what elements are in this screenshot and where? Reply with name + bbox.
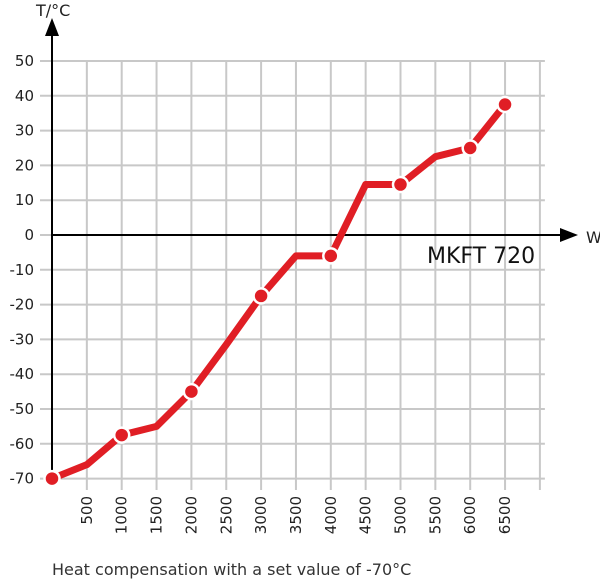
y-axis-arrow-icon [45, 18, 59, 36]
y-tick-label: 10 [15, 191, 34, 209]
y-tick-label: -30 [10, 330, 35, 348]
y-tick-label: 30 [15, 122, 34, 140]
x-tick-label: 4000 [322, 496, 340, 534]
chart-title: MKFT 720 [427, 244, 535, 269]
data-point [112, 426, 131, 444]
x-axis-label: W [586, 228, 600, 247]
data-point [496, 95, 514, 114]
data-point [252, 287, 270, 305]
x-tick-label: 6500 [496, 496, 514, 534]
x-tick-label: 1000 [113, 496, 131, 534]
y-tick-label: 40 [15, 87, 34, 105]
series-line [50, 102, 508, 482]
y-tick-label: -40 [10, 365, 35, 383]
y-tick-label: 50 [15, 52, 34, 70]
data-point [43, 469, 61, 488]
data-point [322, 247, 340, 265]
x-tick-label: 3500 [287, 496, 305, 534]
chart-caption: Heat compensation with a set value of -7… [52, 560, 411, 579]
x-tick-label: 500 [78, 496, 96, 525]
y-tick-label: -20 [10, 296, 35, 314]
x-tick-label: 2000 [182, 496, 200, 534]
y-tick-label: -50 [10, 400, 35, 418]
y-tick-label: -60 [10, 435, 35, 453]
y-tick-label: -10 [10, 261, 35, 279]
y-axis-label: T/°C [35, 1, 70, 20]
y-tick-label: 20 [15, 156, 34, 174]
x-tick-label: 3000 [252, 496, 270, 534]
x-tick-label: 2500 [217, 496, 235, 534]
axes [45, 18, 578, 480]
data-point [391, 175, 410, 194]
x-tick-label: 5500 [426, 496, 444, 534]
x-tick-label: 5000 [392, 496, 410, 534]
x-axis-arrow-icon [560, 228, 578, 242]
x-tick-label: 6000 [461, 496, 479, 534]
y-tick-label: 0 [24, 226, 34, 244]
grid [40, 60, 545, 490]
data-point [461, 139, 479, 157]
x-tick-label: 4500 [357, 496, 375, 534]
x-tick-label: 1500 [148, 496, 166, 534]
data-point [182, 382, 201, 401]
y-tick-label: -70 [10, 470, 35, 488]
